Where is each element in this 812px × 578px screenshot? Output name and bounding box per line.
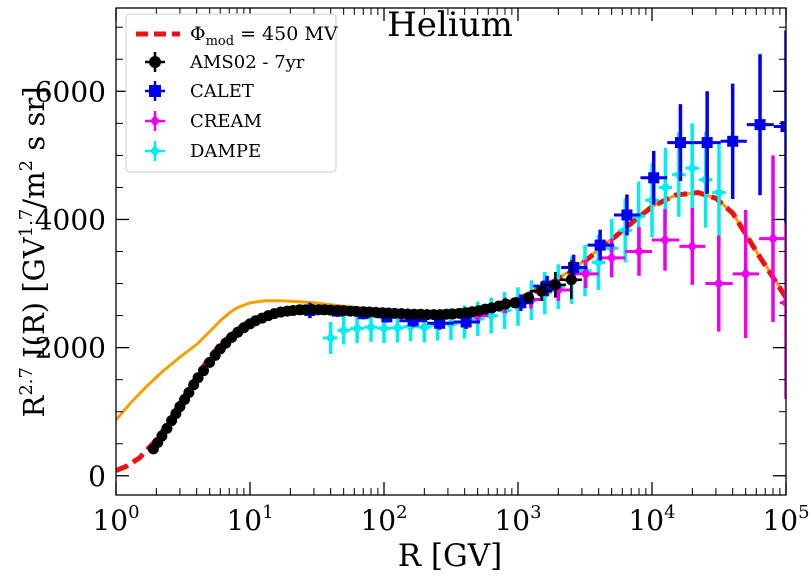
cream-point <box>606 251 617 264</box>
legend: Φmod = 450 MV AMS02 - 7yr CALET CREAM <box>125 13 338 173</box>
axis-tick-labels: 100 101 102 103 104 105 0 2000 4000 6000 <box>35 75 810 537</box>
dampe-point <box>687 162 698 175</box>
x-axis-label: R [GV] <box>398 538 503 574</box>
x-tick-label: 105 <box>762 502 809 537</box>
calet-point <box>780 121 786 133</box>
cream-point <box>634 245 645 258</box>
legend-label-ams02: AMS02 - 7yr <box>189 52 305 73</box>
calet-point <box>594 239 606 251</box>
cream-point <box>768 232 779 245</box>
cream-point <box>781 296 786 309</box>
cream-point <box>713 277 724 290</box>
y-tick-label: 2000 <box>35 332 106 365</box>
calet-point <box>754 119 766 131</box>
legend-entry-calet: CALET <box>145 81 254 102</box>
chart-title: Helium <box>387 5 513 45</box>
curve-lis <box>116 190 786 421</box>
calet-point <box>727 135 739 147</box>
legend-swatch-cream <box>150 115 160 127</box>
data-series <box>147 30 786 455</box>
legend-label-model: Φmod = 450 MV <box>190 23 338 49</box>
calet-point <box>407 315 419 327</box>
calet-point <box>541 280 553 292</box>
calet-point <box>648 172 660 184</box>
x-tick-label: 100 <box>92 502 139 537</box>
legend-box <box>125 13 337 173</box>
legend-swatch-ams02 <box>149 56 161 68</box>
calet-point <box>515 297 527 309</box>
dampe-point <box>379 322 389 335</box>
legend-entry-cream: CREAM <box>145 111 262 132</box>
ams02-7yr-point <box>523 292 535 304</box>
dampe-point <box>352 322 363 335</box>
dampe-point <box>338 324 349 337</box>
y-tick-label: 0 <box>88 460 106 493</box>
ams02-7yr-point <box>198 365 210 377</box>
legend-label-cream: CREAM <box>190 111 262 132</box>
legend-entry-dampe: DAMPE <box>145 141 261 162</box>
calet-point <box>460 316 472 328</box>
ams02-7yr-point <box>509 297 521 309</box>
dampe-point <box>366 321 377 334</box>
x-tick-label: 102 <box>360 502 407 537</box>
cream-point <box>740 267 751 280</box>
dampe-point <box>419 321 430 334</box>
cream-point <box>687 240 698 253</box>
legend-swatch-calet <box>149 85 161 97</box>
x-tick-label: 103 <box>494 502 541 537</box>
axis-ticks <box>115 8 787 495</box>
calet-point <box>674 137 686 149</box>
cream-point <box>659 233 670 246</box>
series-ams02-7yr <box>147 260 582 455</box>
dampe-point <box>660 181 671 194</box>
cream-point <box>580 267 591 280</box>
legend-label-calet: CALET <box>190 81 254 102</box>
legend-swatch-dampe <box>150 145 160 157</box>
series-cream <box>467 155 786 399</box>
legend-entry-model: Φmod = 450 MV <box>136 23 338 49</box>
x-tick-label: 104 <box>628 502 675 537</box>
calet-point <box>568 262 580 274</box>
calet-point <box>434 317 446 329</box>
calet-point <box>701 137 713 149</box>
y-tick-label: 4000 <box>35 203 106 236</box>
dampe-point <box>325 332 336 345</box>
dampe-point <box>392 321 403 334</box>
calet-point <box>621 209 633 221</box>
legend-label-dampe: DAMPE <box>190 141 261 162</box>
ams02-7yr-point <box>500 298 512 310</box>
dampe-point <box>713 186 724 199</box>
y-axis-label: R2.7 I(R) [GV1.7/m2 s sr] <box>16 86 51 417</box>
y-tick-label: 6000 <box>35 75 106 108</box>
legend-entry-ams02: AMS02 - 7yr <box>145 52 305 73</box>
x-tick-label: 101 <box>226 502 273 537</box>
